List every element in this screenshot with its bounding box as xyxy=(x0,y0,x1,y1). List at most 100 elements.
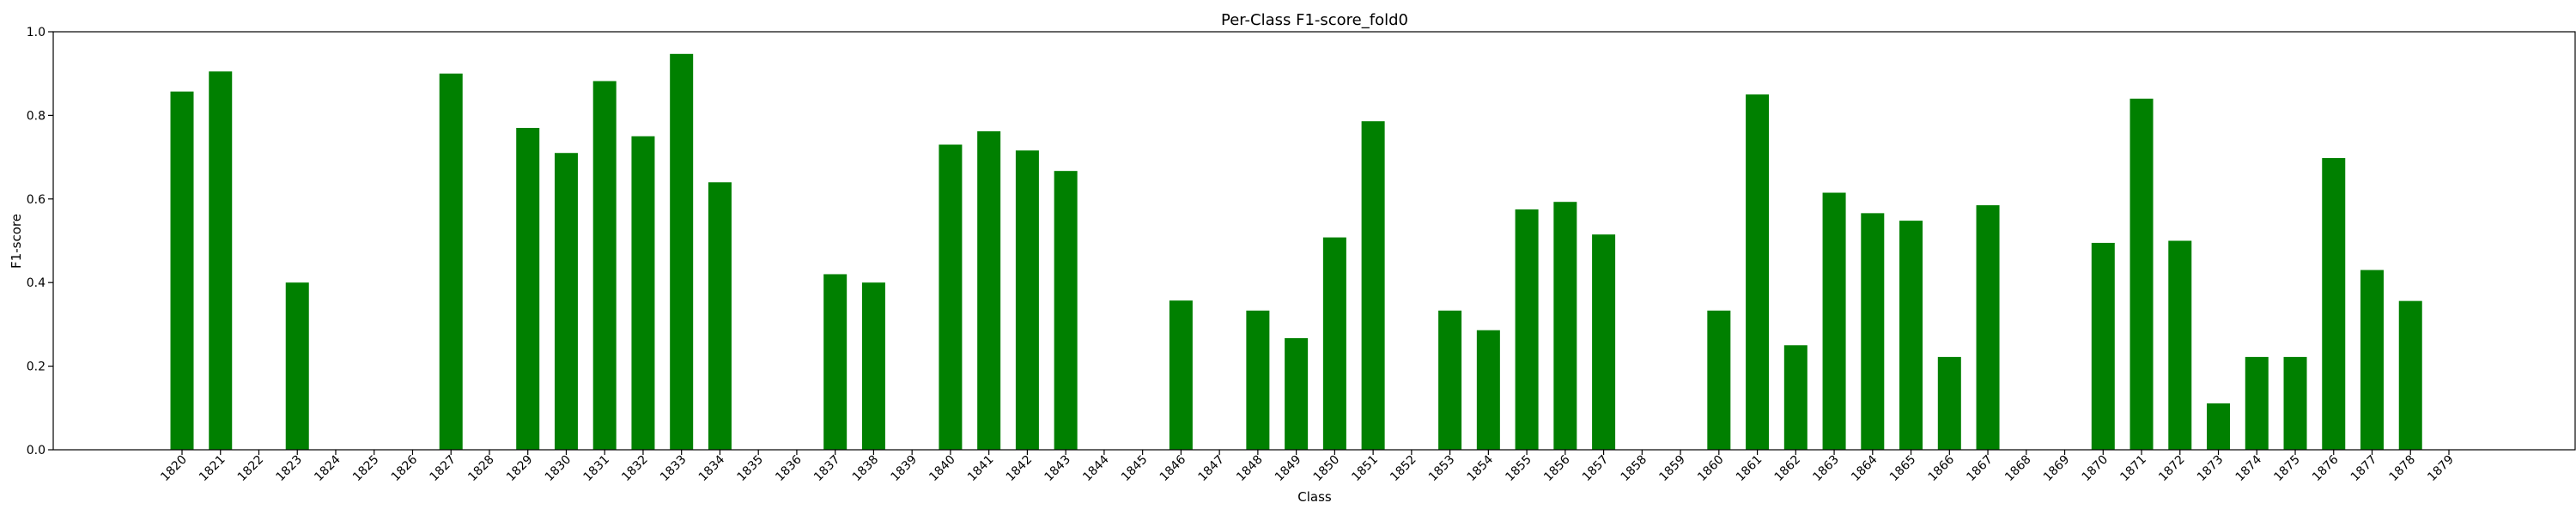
bar-1864 xyxy=(1861,213,1885,451)
y-tick-label: 0.2 xyxy=(27,360,46,374)
bar-1843 xyxy=(1054,171,1078,451)
y-tick-label: 0.0 xyxy=(27,444,46,457)
x-tick-label: 1867 xyxy=(1964,453,1996,485)
x-tick-label: 1847 xyxy=(1195,453,1227,485)
x-tick-label: 1856 xyxy=(1541,452,1573,484)
bar-1855 xyxy=(1515,209,1539,451)
bar-1820 xyxy=(170,91,194,450)
y-tick-label: 0.4 xyxy=(27,276,46,290)
x-tick-label: 1864 xyxy=(1849,452,1880,484)
x-tick-label: 1826 xyxy=(389,452,421,484)
x-tick-label: 1845 xyxy=(1119,453,1151,485)
x-tick-label: 1869 xyxy=(2041,453,2073,485)
bar-1846 xyxy=(1169,300,1193,450)
bar-1862 xyxy=(1783,345,1807,450)
x-tick-label: 1852 xyxy=(1388,453,1419,485)
bar-1827 xyxy=(439,73,463,450)
x-tick-label: 1821 xyxy=(197,453,228,485)
x-tick-label: 1836 xyxy=(773,452,805,484)
bar-1850 xyxy=(1322,237,1346,450)
bar-1876 xyxy=(2322,158,2346,450)
x-axis-title: Class xyxy=(1297,489,1332,505)
plot-area-frame xyxy=(52,31,2576,451)
x-axis: 1820 1821 1822 1823 1824 1825 1826 1827 1828 1829… xyxy=(158,450,2457,484)
x-tick-label: 1846 xyxy=(1157,452,1189,484)
x-tick-label: 1879 xyxy=(2425,453,2457,485)
x-tick-label: 1860 xyxy=(1695,453,1727,485)
y-tick-label: 1.0 xyxy=(27,26,46,39)
bar-1867 xyxy=(1976,205,2000,451)
x-tick-label: 1848 xyxy=(1234,453,1266,485)
x-tick-label: 1849 xyxy=(1273,453,1304,485)
x-tick-label: 1842 xyxy=(1004,453,1036,485)
bar-1873 xyxy=(2207,403,2231,450)
x-tick-label: 1830 xyxy=(543,453,574,485)
bar-1854 xyxy=(1476,330,1500,450)
bar-1865 xyxy=(1899,221,1923,450)
x-tick-label: 1827 xyxy=(428,453,459,485)
x-tick-label: 1859 xyxy=(1656,453,1688,485)
bar-1823 xyxy=(285,282,309,450)
x-tick-label: 1824 xyxy=(312,452,343,484)
x-tick-label: 1857 xyxy=(1580,453,1612,485)
x-tick-label: 1874 xyxy=(2233,452,2265,484)
bar-1830 xyxy=(554,153,578,451)
bar-1829 xyxy=(516,128,540,450)
bars-layer xyxy=(170,53,2422,451)
x-tick-label: 1834 xyxy=(696,452,728,484)
x-tick-label: 1820 xyxy=(158,453,190,485)
y-axis: 0.0 0.2 0.4 0.6 0.8 1.0 xyxy=(27,26,53,457)
bar-1875 xyxy=(2283,356,2307,450)
bar-1849 xyxy=(1285,337,1309,450)
bar-1837 xyxy=(823,274,848,450)
x-tick-label: 1873 xyxy=(2195,453,2227,485)
y-tick-label: 0.8 xyxy=(27,109,46,123)
x-tick-label: 1831 xyxy=(581,453,613,485)
x-tick-label: 1825 xyxy=(350,453,382,485)
bar-1871 xyxy=(2129,98,2154,451)
bar-1861 xyxy=(1746,94,1770,451)
x-tick-label: 1829 xyxy=(504,453,536,485)
bar-1834 xyxy=(708,182,732,450)
bar-1821 xyxy=(209,71,233,450)
bar-1860 xyxy=(1707,310,1731,450)
x-tick-label: 1875 xyxy=(2271,453,2303,485)
y-tick-label: 0.6 xyxy=(27,193,46,207)
bar-1870 xyxy=(2091,242,2115,450)
bar-1853 xyxy=(1438,310,1462,450)
chart-title: Per-Class F1-score_fold0 xyxy=(1221,11,1408,29)
x-tick-label: 1844 xyxy=(1080,452,1112,484)
x-tick-label: 1838 xyxy=(850,453,882,485)
x-tick-label: 1871 xyxy=(2117,453,2149,485)
x-tick-label: 1868 xyxy=(2002,453,2034,485)
bar-1874 xyxy=(2245,356,2269,450)
bar-1842 xyxy=(1015,150,1039,450)
x-tick-label: 1837 xyxy=(811,453,843,485)
x-tick-label: 1876 xyxy=(2310,452,2342,484)
x-tick-label: 1832 xyxy=(619,453,651,485)
x-tick-label: 1865 xyxy=(1887,453,1919,485)
bar-1877 xyxy=(2360,270,2385,450)
x-tick-label: 1861 xyxy=(1734,453,1765,485)
x-tick-label: 1862 xyxy=(1772,453,1804,485)
bar-1838 xyxy=(861,282,885,450)
bar-1878 xyxy=(2398,300,2422,450)
x-tick-label: 1872 xyxy=(2156,453,2188,485)
x-tick-label: 1858 xyxy=(1619,453,1650,485)
x-tick-label: 1878 xyxy=(2387,453,2419,485)
x-tick-label: 1850 xyxy=(1311,453,1343,485)
x-tick-label: 1877 xyxy=(2348,453,2380,485)
x-tick-label: 1854 xyxy=(1465,452,1497,484)
x-tick-label: 1841 xyxy=(965,453,997,485)
bar-1841 xyxy=(977,130,1001,450)
bar-1832 xyxy=(631,136,655,450)
bar-1851 xyxy=(1361,121,1385,450)
x-tick-label: 1843 xyxy=(1042,453,1073,485)
bar-1866 xyxy=(1937,356,1961,450)
x-tick-label: 1833 xyxy=(658,453,690,485)
x-tick-label: 1835 xyxy=(735,453,767,485)
x-tick-label: 1866 xyxy=(1926,452,1958,484)
x-tick-label: 1851 xyxy=(1349,453,1381,485)
